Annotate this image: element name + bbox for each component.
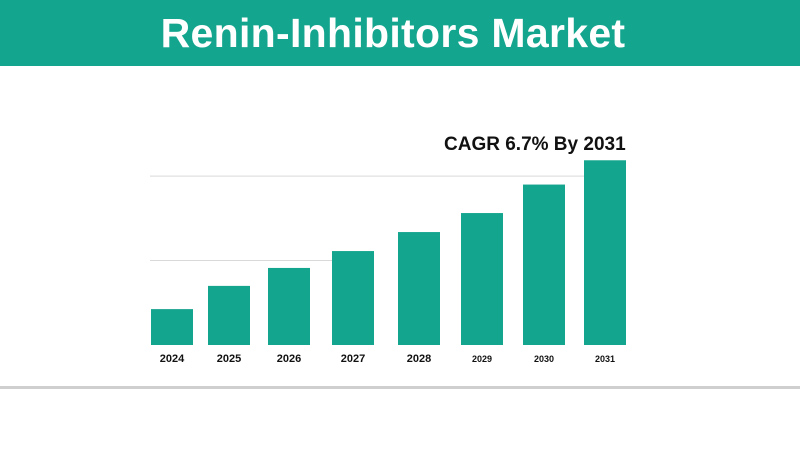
bar-2026 [268,267,310,345]
x-tick-label: 2029 [472,354,492,364]
bar-2031 [584,160,626,345]
page-title: Renin-Inhibitors Market [160,10,626,56]
x-tick-label: 2030 [534,354,554,364]
bar-2024 [151,309,193,345]
x-tick-label: 2026 [277,353,301,365]
bar-2025 [208,285,250,345]
bar-2030 [523,184,565,345]
bar-2029 [461,213,503,345]
x-tick-label: 2027 [341,353,365,365]
cagr-annotation: CAGR 6.7% By 2031 [444,134,626,155]
bar-2027 [332,251,374,345]
x-tick-label: 2025 [217,353,241,365]
divider-line [0,386,800,389]
x-tick-label: 2028 [407,353,431,365]
bar-2028 [398,232,440,345]
x-tick-label: 2024 [160,353,185,365]
x-tick-label: 2031 [595,354,615,364]
title-banner: Renin-Inhibitors Market [0,0,800,66]
